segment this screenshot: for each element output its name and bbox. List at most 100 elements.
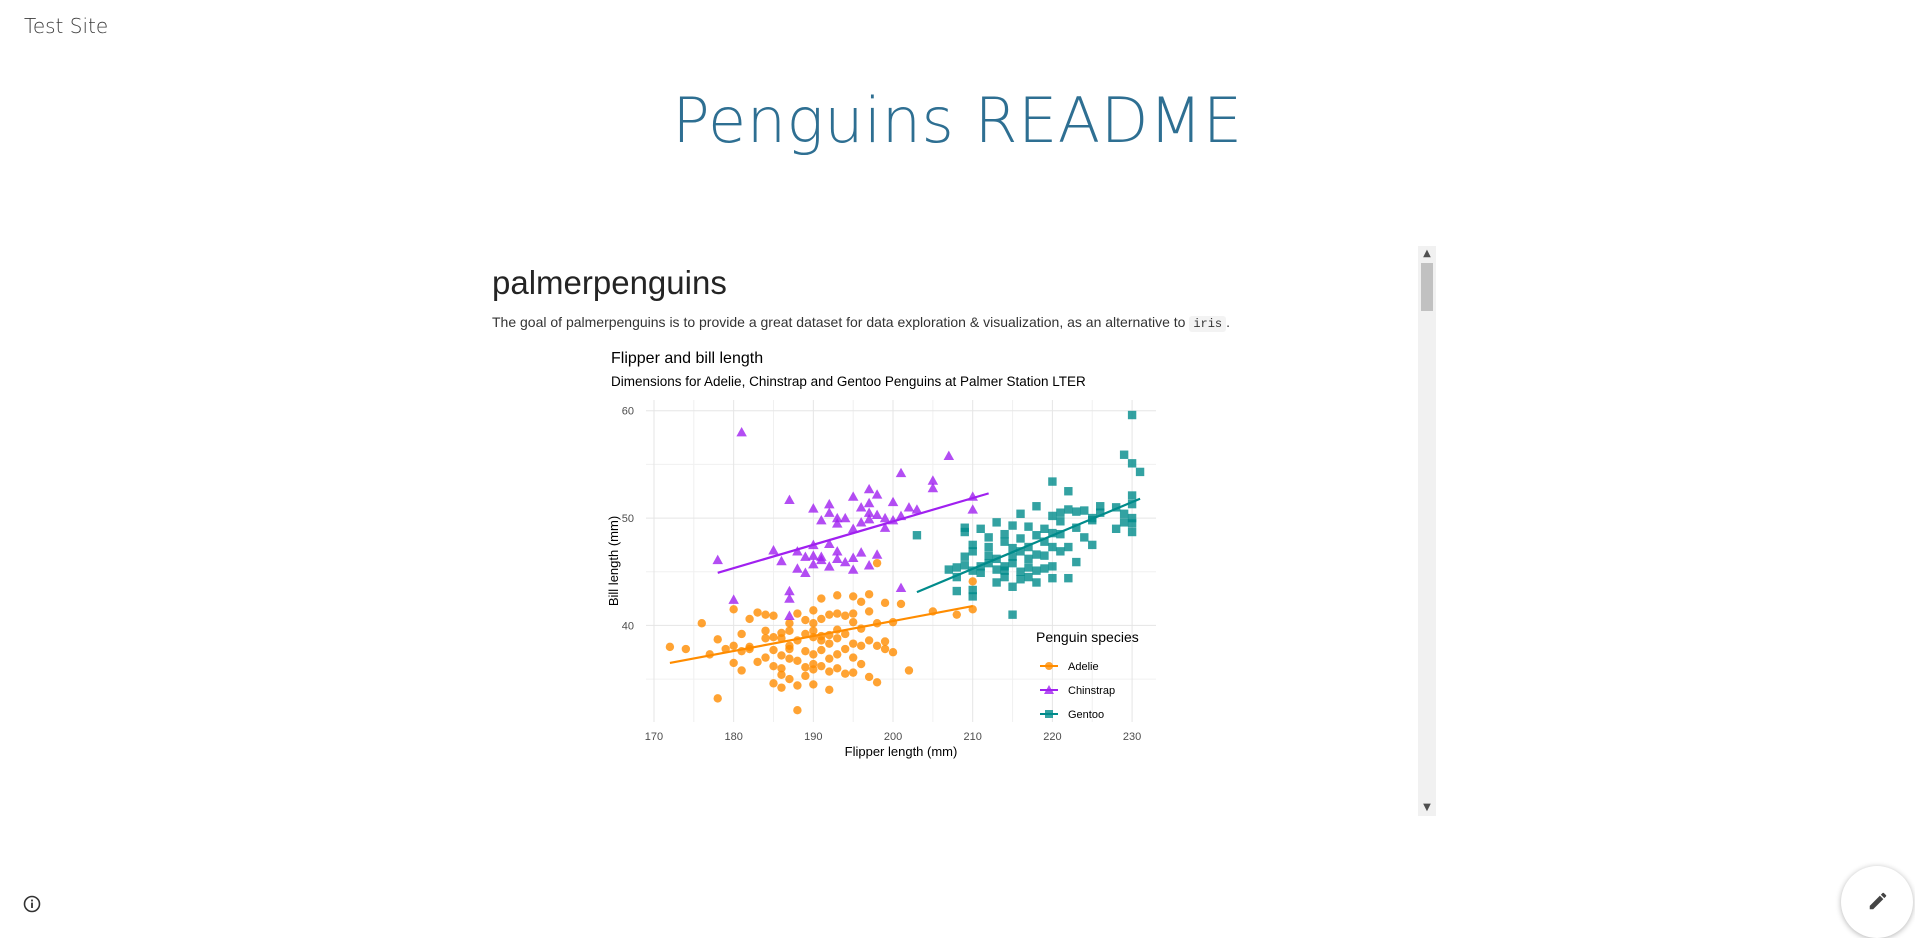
trend-line-chinstrap — [717, 492, 989, 574]
data-point-gentoo — [1016, 534, 1025, 543]
data-point-adelie — [721, 644, 730, 654]
data-point-adelie — [841, 669, 850, 678]
data-point-chinstrap — [712, 554, 723, 565]
data-point-gentoo — [1008, 521, 1017, 530]
data-point-adelie — [745, 644, 754, 654]
data-point-adelie — [729, 641, 738, 650]
data-point-chinstrap — [832, 512, 843, 523]
data-point-gentoo — [992, 565, 1001, 574]
data-point-adelie — [880, 598, 890, 608]
data-point-gentoo — [912, 531, 922, 540]
data-point-gentoo — [1127, 513, 1137, 523]
data-point-adelie — [872, 619, 882, 628]
data-point-adelie — [801, 646, 810, 656]
data-point-chinstrap — [808, 558, 819, 569]
data-point-gentoo — [1127, 491, 1137, 500]
data-point-gentoo — [1008, 543, 1017, 553]
data-point-chinstrap — [784, 593, 795, 603]
data-point-gentoo — [1040, 564, 1049, 573]
data-point-gentoo — [1056, 547, 1065, 556]
data-point-adelie — [864, 672, 874, 682]
data-point-adelie — [856, 659, 866, 669]
data-point-adelie — [872, 558, 882, 568]
data-point-adelie — [833, 591, 842, 600]
data-point-gentoo — [992, 554, 1001, 564]
inline-code: iris — [1189, 316, 1227, 332]
data-point-adelie — [785, 674, 794, 684]
data-point-adelie — [817, 594, 826, 603]
data-point-gentoo — [984, 533, 993, 542]
x-axis-label: Flipper length (mm) — [845, 744, 958, 759]
data-point-gentoo — [1056, 508, 1065, 517]
data-point-adelie — [777, 683, 786, 692]
data-point-gentoo — [952, 563, 961, 572]
data-point-chinstrap — [895, 582, 907, 593]
data-point-chinstrap — [911, 504, 923, 514]
data-point-adelie — [825, 685, 834, 694]
data-point-adelie — [896, 599, 906, 609]
data-point-adelie — [856, 597, 866, 606]
data-point-gentoo — [1024, 542, 1033, 552]
data-point-chinstrap — [927, 482, 939, 493]
chart-legend: Penguin species Adelie Chinstrap Gentoo — [1036, 629, 1139, 721]
data-point-chinstrap — [847, 491, 859, 501]
x-tick-label: 220 — [1043, 731, 1061, 743]
data-point-gentoo — [1048, 573, 1057, 583]
data-point-adelie — [801, 671, 810, 681]
chevron-up-icon[interactable]: ▲ — [1423, 248, 1431, 259]
data-point-gentoo — [1056, 529, 1065, 539]
data-point-gentoo — [1064, 573, 1073, 583]
data-point-adelie — [809, 626, 818, 635]
data-point-adelie — [761, 634, 770, 643]
data-point-chinstrap — [943, 450, 955, 461]
info-icon[interactable] — [22, 894, 42, 914]
data-point-chinstrap — [784, 585, 795, 596]
data-point-chinstrap — [800, 551, 811, 561]
data-point-adelie — [729, 605, 738, 614]
scrollbar-thumb[interactable] — [1421, 263, 1433, 311]
data-point-adelie — [761, 626, 770, 635]
pencil-icon — [1869, 892, 1887, 910]
data-point-chinstrap — [839, 512, 851, 523]
x-tick-label: 170 — [645, 731, 663, 743]
data-point-adelie — [825, 630, 834, 640]
data-point-adelie — [833, 650, 842, 659]
readme-text-after-code: . — [1226, 314, 1231, 330]
readme-heading: palmerpenguins — [492, 264, 727, 301]
data-point-gentoo — [1088, 513, 1097, 523]
data-point-adelie — [809, 633, 818, 642]
data-point-adelie — [841, 611, 850, 620]
y-axis-label: Bill length (mm) — [608, 516, 621, 606]
data-point-adelie — [697, 619, 706, 628]
embed-scrollbar[interactable]: ▲ ▼ — [1418, 246, 1436, 816]
data-point-chinstrap — [903, 502, 915, 512]
data-point-adelie — [825, 639, 834, 648]
data-point-chinstrap — [847, 564, 859, 574]
data-point-gentoo — [968, 547, 977, 556]
page-title: Penguins README — [672, 84, 1243, 157]
data-point-chinstrap — [855, 502, 867, 512]
data-point-chinstrap — [967, 504, 978, 514]
data-point-gentoo — [1048, 542, 1057, 552]
data-point-adelie — [705, 650, 714, 659]
data-point-adelie — [888, 648, 898, 657]
readme-embed-frame[interactable]: palmerpenguins The goal of palmerpenguin… — [478, 246, 1436, 816]
legend-label-gentoo: Gentoo — [1068, 709, 1104, 721]
site-name-link[interactable]: Test Site — [24, 14, 109, 38]
y-tick-label: 40 — [622, 620, 634, 632]
data-point-gentoo — [1000, 562, 1009, 571]
data-point-gentoo — [1072, 523, 1081, 532]
data-point-adelie — [809, 606, 818, 615]
chevron-down-icon[interactable]: ▼ — [1423, 802, 1431, 813]
data-point-gentoo — [984, 558, 993, 568]
data-point-chinstrap — [863, 560, 875, 570]
data-point-gentoo — [1016, 509, 1025, 518]
data-point-gentoo — [1048, 528, 1057, 538]
data-point-adelie — [825, 654, 834, 663]
data-point-chinstrap — [808, 503, 819, 513]
data-point-adelie — [729, 658, 738, 668]
data-point-adelie — [825, 610, 834, 619]
data-point-adelie — [777, 628, 786, 638]
data-point-gentoo — [1127, 459, 1137, 468]
edit-button[interactable] — [1841, 866, 1913, 938]
